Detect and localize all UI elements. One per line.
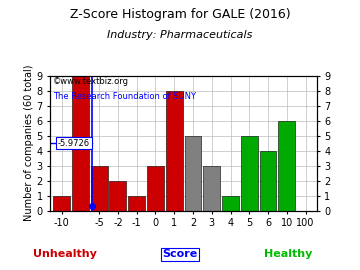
Text: Industry: Pharmaceuticals: Industry: Pharmaceuticals	[107, 30, 253, 40]
Bar	[222, 195, 239, 211]
Text: Unhealthy: Unhealthy	[33, 249, 97, 259]
Y-axis label: Number of companies (60 total): Number of companies (60 total)	[24, 65, 34, 221]
Text: Healthy: Healthy	[264, 249, 312, 259]
Bar	[72, 76, 89, 211]
Bar	[147, 166, 164, 211]
Bar	[241, 136, 258, 211]
Text: The Research Foundation of SUNY: The Research Foundation of SUNY	[53, 92, 196, 101]
Bar	[260, 151, 276, 211]
Bar	[109, 181, 126, 211]
Text: Score: Score	[162, 249, 198, 259]
Bar	[278, 121, 295, 211]
Text: -5.9726: -5.9726	[58, 139, 90, 148]
Bar	[128, 195, 145, 211]
Text: Z-Score Histogram for GALE (2016): Z-Score Histogram for GALE (2016)	[70, 8, 290, 21]
Bar	[91, 166, 108, 211]
Bar	[203, 166, 220, 211]
Bar	[166, 91, 183, 211]
Text: ©www.textbiz.org: ©www.textbiz.org	[53, 77, 129, 86]
Bar	[53, 195, 70, 211]
Bar	[185, 136, 202, 211]
